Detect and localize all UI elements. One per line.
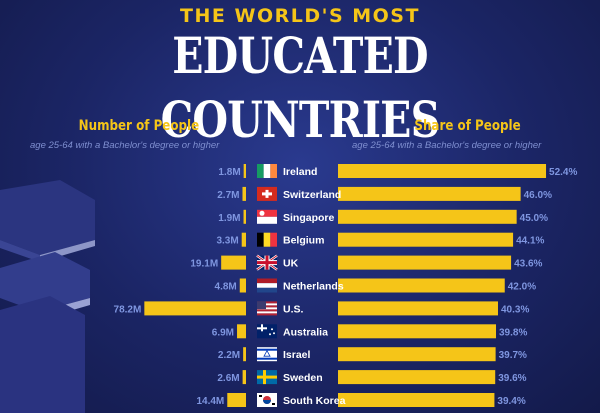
left-value-switzerland: 2.7M <box>217 190 239 201</box>
title-kicker: THE WORLD'S MOST <box>180 5 420 27</box>
right-value-ireland: 52.4% <box>549 167 577 178</box>
right-bar-australia <box>338 324 497 339</box>
country-labels: Ireland Switzerland Singapore Belgium UK Neth… <box>283 166 346 407</box>
left-value-singapore: 1.9M <box>218 213 240 224</box>
country-label-belgium: Belgium <box>283 235 324 247</box>
right-bar-switzerland <box>338 186 521 201</box>
left-value-south-korea: 14.4M <box>196 396 224 407</box>
right-column-title: Share of People <box>414 118 521 134</box>
right-value-south-korea: 39.4% <box>497 396 525 407</box>
right-bar-sweden <box>338 370 496 385</box>
left-bar-switzerland <box>242 186 246 201</box>
right-bar-uk <box>338 255 512 270</box>
right-value-sweden: 39.6% <box>498 373 526 384</box>
books-illustration <box>0 180 95 413</box>
right-value-australia: 39.8% <box>499 327 527 338</box>
left-bar-netherlands <box>239 278 246 293</box>
right-column-subtitle: age 25-64 with a Bachelor's degree or hi… <box>352 140 542 151</box>
country-label-uk: UK <box>283 258 299 270</box>
right-value-switzerland: 46.0% <box>524 190 552 201</box>
right-bar-israel <box>338 347 496 362</box>
left-bar-australia <box>237 324 246 339</box>
left-bar-israel <box>243 347 246 362</box>
left-value-ireland: 1.8M <box>218 167 240 178</box>
right-value-uk: 43.6% <box>514 259 542 270</box>
right-bar-singapore <box>338 209 517 224</box>
left-bar-south-korea <box>227 393 246 407</box>
country-label-singapore: Singapore <box>283 212 335 224</box>
israel-flag-icon <box>257 347 277 362</box>
left-value-belgium: 3.3M <box>216 236 238 247</box>
book-stack-icon <box>0 180 95 413</box>
ireland-flag-icon <box>257 164 277 178</box>
netherlands-flag-icon <box>257 278 277 293</box>
right-bar-belgium <box>338 232 514 247</box>
country-label-u-s: U.S. <box>283 303 304 315</box>
left-column-subtitle: age 25-64 with a Bachelor's degree or hi… <box>30 140 220 151</box>
us-flag-icon <box>257 301 277 316</box>
right-value-netherlands: 42.0% <box>508 282 536 293</box>
left-bar-belgium <box>241 232 246 247</box>
left-value-u-s: 78.2M <box>114 304 142 315</box>
left-bar-u-s <box>144 301 246 316</box>
left-value-israel: 2.2M <box>218 350 240 361</box>
country-label-ireland: Ireland <box>283 166 317 178</box>
left-bar-ireland <box>243 164 246 178</box>
left-value-netherlands: 4.8M <box>215 282 237 293</box>
right-bars: 52.4% 46.0% 45.0% 44.1% 43.6% 42.0% 40.3% 39.8%… <box>338 164 577 407</box>
right-bar-netherlands <box>338 278 505 293</box>
country-label-israel: Israel <box>283 349 311 361</box>
australia-flag-icon <box>257 324 277 339</box>
left-bar-uk <box>221 255 246 270</box>
right-bar-u-s <box>338 301 498 316</box>
singapore-flag-icon <box>257 209 277 224</box>
page-title: EDUCATED COUNTRIES <box>160 26 441 149</box>
country-label-south-korea: South Korea <box>283 395 346 407</box>
country-label-switzerland: Switzerland <box>283 189 341 201</box>
left-bar-sweden <box>242 370 246 385</box>
sweden-flag-icon <box>257 370 277 385</box>
left-value-australia: 6.9M <box>212 327 234 338</box>
right-value-singapore: 45.0% <box>520 213 548 224</box>
left-column-title: Number of People <box>78 118 200 134</box>
right-bar-ireland <box>338 164 547 178</box>
right-value-u-s: 40.3% <box>501 304 529 315</box>
flags <box>256 164 278 407</box>
switzerland-flag-icon <box>257 186 277 201</box>
right-bar-south-korea <box>338 393 495 407</box>
belgium-flag-icon <box>257 232 277 247</box>
right-value-belgium: 44.1% <box>516 236 544 247</box>
country-label-sweden: Sweden <box>283 372 323 384</box>
left-value-sweden: 2.6M <box>217 373 239 384</box>
country-label-netherlands: Netherlands <box>283 281 344 293</box>
right-value-israel: 39.7% <box>499 350 527 361</box>
left-bars: 1.8M 2.7M 1.9M 3.3M 19.1M 4.8M 78.2M 6.9M 2.2M 2.… <box>114 164 246 407</box>
left-value-uk: 19.1M <box>190 259 218 270</box>
left-bar-singapore <box>243 209 246 224</box>
south-korea-flag-icon <box>257 393 277 407</box>
uk-flag-icon <box>256 254 278 271</box>
country-label-australia: Australia <box>283 326 328 338</box>
